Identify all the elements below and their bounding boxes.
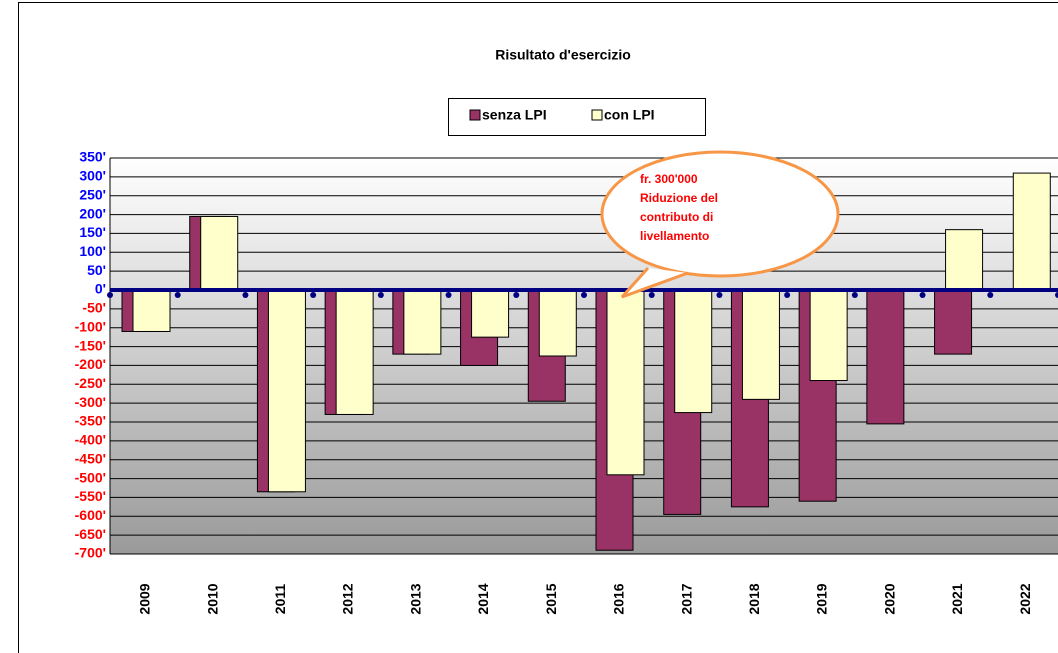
y-tick-label: 250' — [79, 186, 106, 202]
chart-title: Risultato d'esercizio — [495, 47, 631, 63]
zero-line-dot — [174, 292, 181, 298]
legend-label: con LPI — [604, 107, 655, 123]
y-tick-label: 50' — [87, 262, 106, 278]
y-tick-label: -350' — [75, 413, 106, 429]
x-tick-label: 2019 — [814, 583, 830, 614]
y-tick-label: 350' — [79, 149, 106, 165]
zero-line-dot — [648, 292, 655, 298]
x-tick-label: 2016 — [611, 583, 627, 614]
bar — [674, 289, 713, 414]
zero-line-dot — [919, 292, 926, 298]
y-tick-label: -500' — [75, 469, 106, 485]
y-tick-label: -100' — [75, 318, 106, 334]
y-tick-label: 300' — [79, 168, 106, 184]
zero-line-dot — [581, 292, 587, 298]
callout — [600, 150, 840, 278]
zero-line-dot — [107, 292, 113, 298]
legend-label: senza LPI — [482, 107, 547, 123]
callout-tail-edge — [620, 266, 689, 299]
y-tick-label: -600' — [75, 507, 106, 523]
y-tick-label: 200' — [79, 205, 106, 221]
y-tick-label: 150' — [79, 224, 106, 240]
legend-swatch — [469, 109, 481, 121]
y-tick-label: -450' — [75, 450, 106, 466]
zero-line-dot — [987, 292, 994, 298]
bar — [132, 289, 171, 332]
bar — [741, 289, 780, 400]
legend-swatch — [591, 109, 603, 121]
bar — [866, 289, 905, 425]
y-tick-label: -50' — [82, 300, 106, 316]
bar — [335, 289, 374, 415]
y-tick-label: -150' — [75, 337, 106, 353]
bar — [945, 229, 984, 291]
annotation-text: Riduzione del — [640, 191, 718, 205]
x-tick-label: 2014 — [475, 583, 491, 614]
x-tick-label: 2021 — [949, 583, 965, 614]
x-tick-label: 2020 — [881, 583, 897, 614]
annotation-text: livellamento — [640, 229, 709, 243]
zero-line-dot — [513, 292, 520, 298]
bar — [267, 289, 306, 493]
y-tick-label: -400' — [75, 432, 106, 448]
bar — [538, 289, 577, 357]
zero-line-dot — [1055, 292, 1058, 298]
y-tick-label: -700' — [75, 545, 106, 561]
plot-area — [110, 158, 1058, 554]
x-tick-label: 2015 — [543, 583, 559, 614]
zero-line-dot — [851, 292, 858, 298]
zero-line-dot — [377, 292, 384, 298]
y-tick-label: 0' — [95, 281, 106, 297]
bar — [606, 289, 645, 476]
bar — [403, 289, 442, 355]
x-tick-label: 2013 — [407, 583, 423, 614]
zero-line-dot — [310, 292, 317, 298]
x-tick-label: 2010 — [204, 583, 220, 614]
y-tick-label: -250' — [75, 375, 106, 391]
bar — [1012, 172, 1051, 291]
bar — [809, 289, 848, 382]
zero-line-dot — [445, 292, 452, 298]
x-tick-label: 2022 — [1017, 583, 1033, 614]
y-tick-label: -650' — [75, 526, 106, 542]
x-tick-label: 2012 — [340, 583, 356, 614]
y-tick-label: 100' — [79, 243, 106, 259]
x-tick-label: 2018 — [746, 583, 762, 614]
bar — [934, 289, 973, 355]
zero-line-dot — [242, 292, 249, 298]
x-tick-label: 2017 — [678, 583, 694, 614]
y-tick-label: -200' — [75, 356, 106, 372]
bar — [471, 289, 510, 338]
y-tick-label: -550' — [75, 488, 106, 504]
annotation-text: contributo di — [640, 210, 713, 224]
annotation-text: fr. 300'000 — [640, 172, 698, 186]
x-tick-label: 2011 — [272, 584, 288, 615]
bar — [200, 215, 239, 291]
zero-line-dot — [716, 292, 723, 298]
legend-box — [448, 98, 706, 136]
zero-line-dot — [784, 292, 791, 298]
y-tick-label: -300' — [75, 394, 106, 410]
x-tick-label: 2009 — [137, 583, 153, 614]
